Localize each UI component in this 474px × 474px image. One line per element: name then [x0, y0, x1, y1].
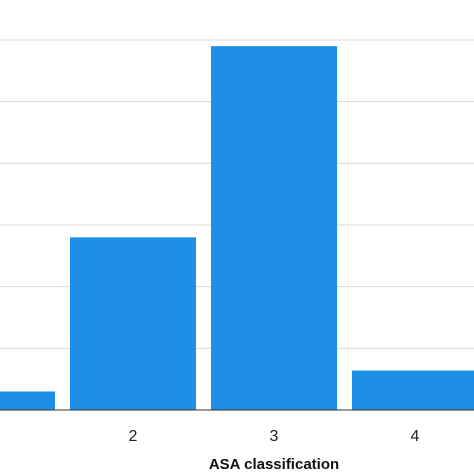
bar-4 — [352, 370, 474, 410]
bars — [0, 46, 474, 411]
x-tick-label-4: 4 — [411, 428, 420, 445]
bar-2 — [70, 237, 196, 410]
x-tick-label-3: 3 — [270, 428, 279, 445]
x-tick-labels: 1234 — [129, 428, 420, 445]
x-tick-label-2: 2 — [129, 428, 138, 445]
x-axis-title: ASA classification — [209, 456, 339, 473]
bar-3 — [211, 46, 337, 411]
bar-1 — [0, 391, 55, 410]
